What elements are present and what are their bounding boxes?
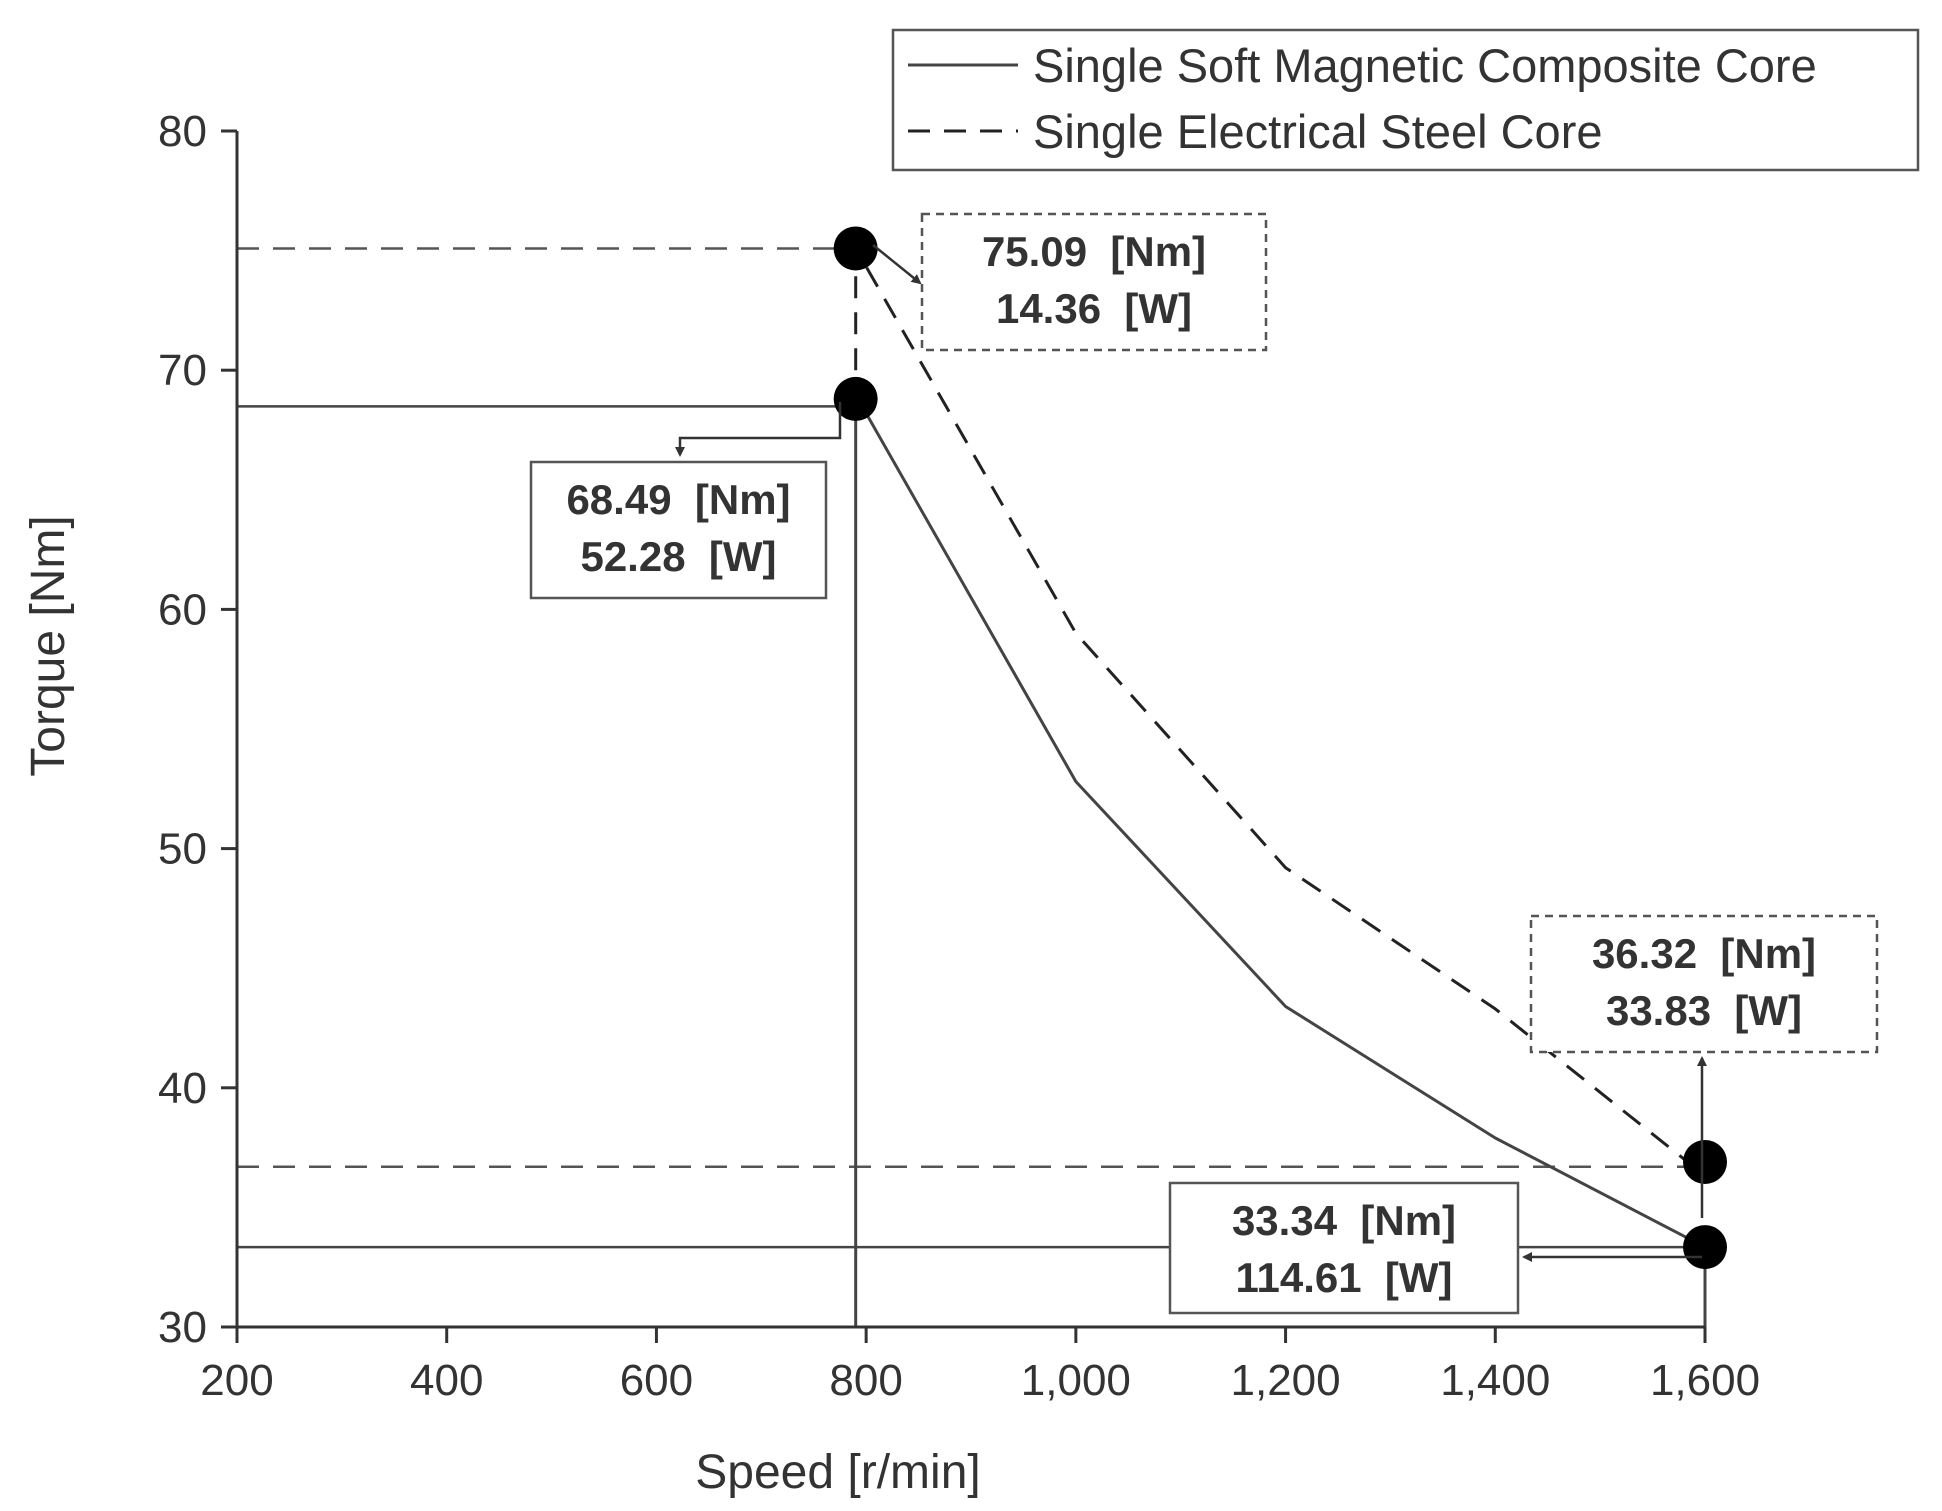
annotations: 75.09 [Nm] 14.36 [W] 68.49 [Nm] 52.28 [W] 36…: [529, 212, 1879, 1315]
legend-box: [891, 28, 1920, 172]
series-line-1: [854, 246, 1706, 1177]
data-marker-2: [1683, 1139, 1727, 1184]
y-tick-label-1: 40: [158, 1064, 207, 1113]
annotation-text-0-1: 14.36 [W]: [996, 285, 1192, 332]
annotation-box-1: [529, 460, 828, 600]
markers: [833, 226, 1727, 1270]
legend: Single Soft Magnetic Composite Core Sing…: [891, 28, 1920, 172]
x-tick-label-4: 1,000: [1021, 1356, 1131, 1405]
axes: 200 400 600 800 1,000 1,200 1,400 1,600 30 40 50 60…: [158, 107, 1760, 1405]
plot-lines: [237, 246, 1707, 1327]
y-tick-label-2: 50: [158, 825, 207, 874]
y-tick-label-0: 30: [158, 1303, 207, 1352]
y-tick-label-5: 80: [158, 107, 207, 156]
annotation-box-2: [1529, 914, 1879, 1054]
annotation-box-3: [1168, 1181, 1520, 1315]
y-tick-label-3: 60: [158, 585, 207, 634]
legend-label-steel: Single Electrical Steel Core: [1033, 105, 1603, 158]
x-tick-label-7: 1,600: [1650, 1356, 1760, 1405]
annotation-text-2-0: 36.32 [Nm]: [1592, 930, 1816, 977]
annotation-box-0: [920, 212, 1268, 352]
annotation-arrow-1: [675, 402, 842, 457]
x-tick-label-1: 400: [410, 1356, 483, 1405]
x-tick-label-6: 1,400: [1440, 1356, 1550, 1405]
annotation-text-0-0: 75.09 [Nm]: [982, 228, 1206, 275]
y-axis-title: Torque [Nm]: [22, 515, 75, 776]
data-marker-3: [1683, 1225, 1727, 1270]
x-tick-label-0: 200: [200, 1356, 273, 1405]
data-marker-1: [833, 376, 878, 421]
annotation-text-2-1: 33.83 [W]: [1606, 987, 1802, 1034]
y-tick-label-4: 70: [158, 346, 207, 395]
data-marker-0: [833, 226, 878, 271]
x-tick-label-2: 600: [620, 1356, 693, 1405]
annotation-text-3-1: 114.61 [W]: [1235, 1254, 1452, 1301]
annotation-arrow-0: [872, 244, 922, 285]
annotation-text-1-0: 68.49 [Nm]: [566, 476, 790, 523]
x-axis-title: Speed [r/min]: [695, 1446, 980, 1499]
legend-label-smc: Single Soft Magnetic Composite Core: [1033, 39, 1817, 92]
x-tick-label-5: 1,200: [1231, 1356, 1341, 1405]
annotation-text-3-0: 33.34 [Nm]: [1232, 1197, 1456, 1244]
x-tick-label-3: 800: [829, 1356, 902, 1405]
annotation-text-1-1: 52.28 [W]: [580, 533, 776, 580]
